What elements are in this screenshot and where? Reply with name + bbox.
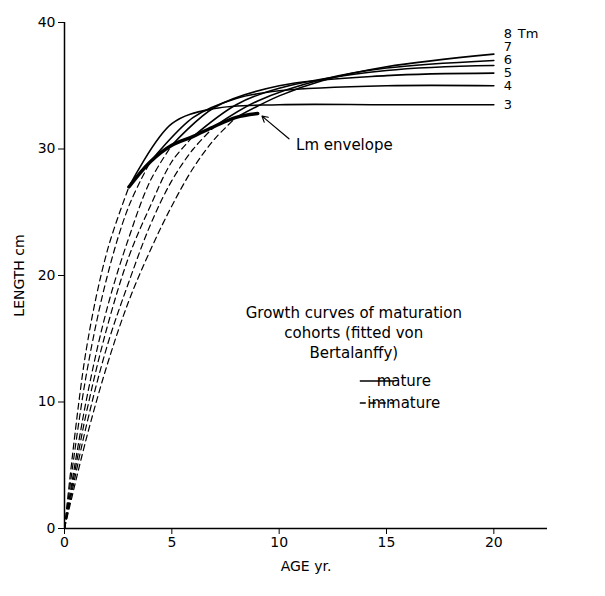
svg-text:LENGTH cm: LENGTH cm (11, 234, 27, 316)
svg-text:30: 30 (38, 140, 56, 156)
svg-text:5: 5 (167, 534, 176, 550)
svg-text:0: 0 (47, 520, 56, 536)
svg-text:0: 0 (60, 534, 69, 550)
svg-text:cohorts (fitted von: cohorts (fitted von (284, 324, 423, 342)
svg-text:20: 20 (485, 534, 503, 550)
svg-text:Growth curves of maturation: Growth curves of maturation (246, 304, 462, 322)
svg-text:AGE yr.: AGE yr. (281, 558, 332, 574)
svg-text:mature: mature (377, 372, 431, 390)
svg-text:6: 6 (504, 52, 512, 67)
svg-text:40: 40 (38, 14, 56, 30)
svg-text:Tm: Tm (517, 26, 539, 41)
svg-text:7: 7 (504, 39, 512, 54)
svg-text:Bertalanffy): Bertalanffy) (309, 344, 398, 362)
svg-text:immature: immature (367, 394, 440, 412)
svg-text:5: 5 (504, 65, 512, 80)
svg-text:15: 15 (378, 534, 396, 550)
svg-text:10: 10 (38, 393, 56, 409)
svg-text:20: 20 (38, 267, 56, 283)
svg-text:10: 10 (270, 534, 288, 550)
svg-text:8: 8 (504, 26, 512, 41)
svg-text:Lm envelope: Lm envelope (296, 136, 393, 154)
svg-text:4: 4 (504, 78, 512, 93)
svg-text:3: 3 (504, 97, 512, 112)
